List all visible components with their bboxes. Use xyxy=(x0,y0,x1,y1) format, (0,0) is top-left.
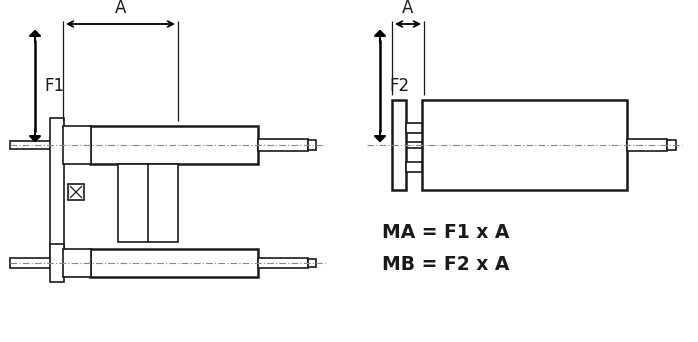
Bar xyxy=(10,258,90,268)
Bar xyxy=(627,139,667,151)
Bar xyxy=(258,139,308,151)
Bar xyxy=(308,259,316,267)
Bar xyxy=(50,118,64,257)
Bar xyxy=(406,123,422,133)
Bar xyxy=(404,142,422,148)
Bar xyxy=(90,249,258,277)
Bar xyxy=(308,140,316,150)
Bar xyxy=(63,249,91,277)
Bar xyxy=(10,141,90,149)
Bar xyxy=(50,244,64,282)
Bar xyxy=(63,126,91,164)
Text: F1: F1 xyxy=(44,77,64,95)
Text: A: A xyxy=(402,0,414,17)
Bar xyxy=(392,100,406,190)
Bar xyxy=(406,162,422,172)
Text: MB = F2 x A: MB = F2 x A xyxy=(382,254,510,274)
Bar xyxy=(667,140,676,150)
Text: F2: F2 xyxy=(389,77,409,95)
Bar xyxy=(68,184,84,200)
Bar xyxy=(422,100,627,190)
Text: MA = F1 x A: MA = F1 x A xyxy=(382,223,510,241)
Bar xyxy=(90,126,258,164)
Bar xyxy=(118,164,178,242)
Bar xyxy=(258,258,308,268)
Text: A: A xyxy=(114,0,126,17)
